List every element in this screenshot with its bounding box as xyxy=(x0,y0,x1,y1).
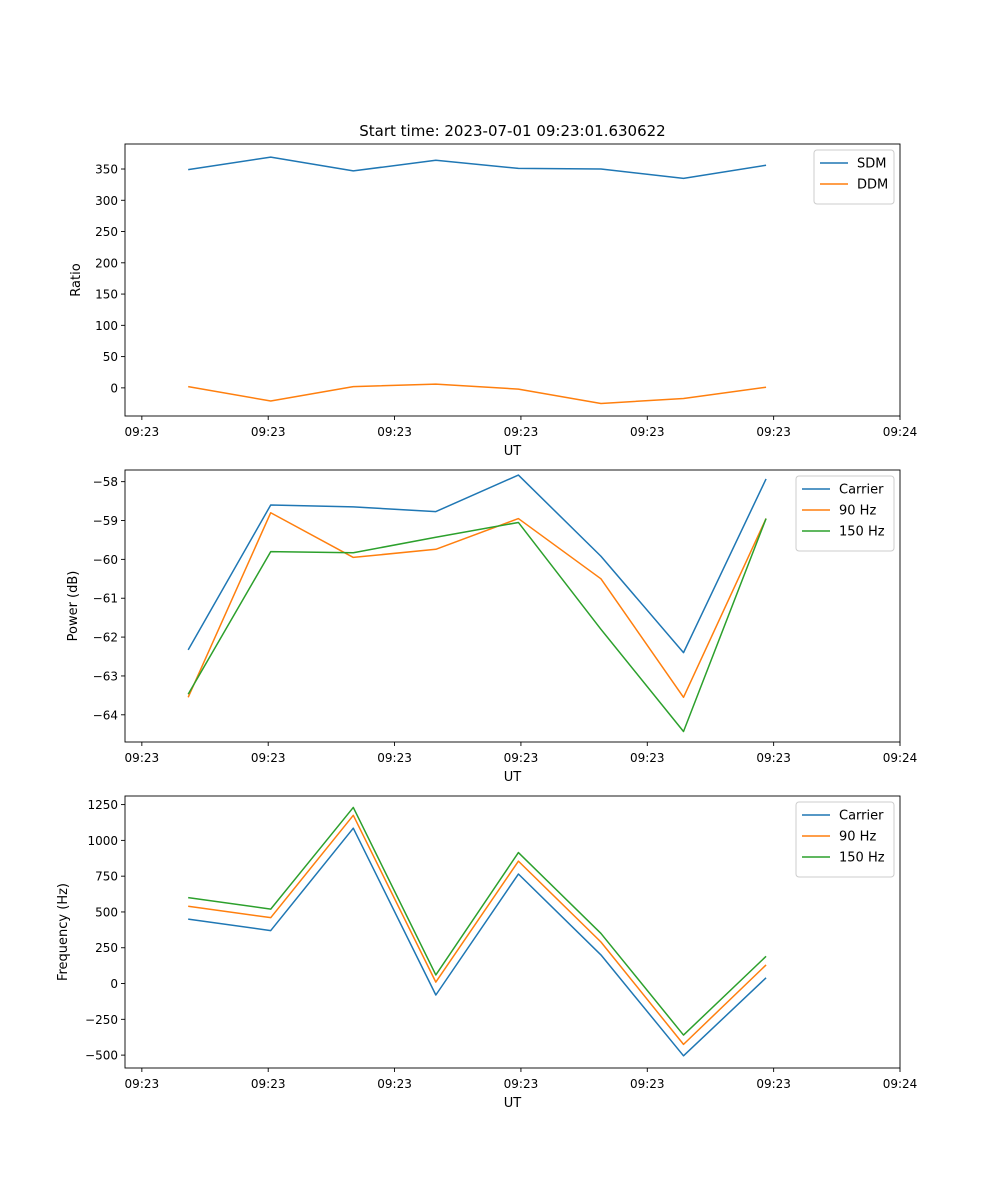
legend-box-power xyxy=(795,475,895,552)
y-tick-label-ratio-0: 0 xyxy=(110,381,118,395)
x-tick-label-ratio-6: 09:24 xyxy=(883,425,918,439)
x-tick-label-ratio-2: 09:23 xyxy=(377,425,412,439)
x-tick-label-frequency-3: 09:23 xyxy=(504,1077,539,1091)
x-tick-label-power-3: 09:23 xyxy=(504,751,539,765)
axes-frame-frequency xyxy=(124,795,901,1069)
y-axis-label-frequency: Frequency (Hz) xyxy=(56,883,71,981)
series-line-power-1 xyxy=(187,511,767,699)
y-tick-label-ratio-1: 50 xyxy=(103,350,118,364)
x-tick-label-ratio-3: 09:23 xyxy=(504,425,539,439)
series-line-frequency-0 xyxy=(188,827,767,1057)
x-tick-label-power-5: 09:23 xyxy=(756,751,791,765)
y-axis-label-ratio: Ratio xyxy=(69,263,84,296)
legend-label-power-2: 150 Hz xyxy=(839,525,885,540)
x-tick-label-ratio-5: 09:23 xyxy=(756,425,791,439)
legend-ratio: SDM DDM xyxy=(813,149,895,205)
x-tick-label-frequency-2: 09:23 xyxy=(377,1077,412,1091)
x-tick-label-power-4: 09:23 xyxy=(630,751,665,765)
series-line-frequency-2 xyxy=(188,806,767,1036)
legend-label-frequency-0: Carrier xyxy=(839,809,884,824)
legend-label-power-1: 90 Hz xyxy=(839,504,876,519)
y-tick-label-frequency-2: 0 xyxy=(110,977,118,991)
y-tick-label-frequency-3: 250 xyxy=(95,941,118,955)
chart-frequency: 09:23 09:23 09:23 09:23 09:23 09:23 09:24 −500 −… xyxy=(56,795,918,1111)
y-tick-label-ratio-2: 100 xyxy=(95,319,118,333)
x-axis-label-power: UT xyxy=(504,770,522,785)
x-tick-label-power-1: 09:23 xyxy=(251,751,286,765)
y-tick-label-ratio-3: 150 xyxy=(95,288,118,302)
legend-label-power-0: Carrier xyxy=(839,483,884,498)
y-tick-label-ratio-4: 200 xyxy=(95,256,118,270)
y-tick-label-power-1: −63 xyxy=(93,669,118,683)
y-tick-label-frequency-6: 1000 xyxy=(87,834,118,848)
y-tick-label-power-4: −60 xyxy=(93,553,118,567)
figure-title: Start time: 2023-07-01 09:23:01.630622 xyxy=(359,122,665,140)
y-tick-label-power-5: −59 xyxy=(93,514,118,528)
legend-label-ratio-0: SDM xyxy=(857,157,886,172)
legend-label-frequency-1: 90 Hz xyxy=(839,830,876,845)
series-line-ratio-0 xyxy=(188,156,767,180)
x-tick-label-frequency-6: 09:24 xyxy=(883,1077,918,1091)
series-line-power-2 xyxy=(187,518,767,733)
y-tick-label-frequency-4: 500 xyxy=(95,905,118,919)
y-tick-label-power-0: −64 xyxy=(93,708,118,722)
axes-frame-power xyxy=(124,469,901,743)
y-tick-label-ratio-5: 250 xyxy=(95,225,118,239)
y-tick-label-power-3: −61 xyxy=(93,592,118,606)
legend-label-frequency-2: 150 Hz xyxy=(839,851,885,866)
legend-box-frequency xyxy=(795,801,895,878)
x-axis-label-frequency: UT xyxy=(504,1096,522,1111)
chart-ratio: 09:23 09:23 09:23 09:23 09:23 09:23 09:24 0 50 10… xyxy=(69,143,918,459)
x-tick-label-frequency-5: 09:23 xyxy=(756,1077,791,1091)
x-tick-label-ratio-0: 09:23 xyxy=(125,425,160,439)
x-tick-label-power-6: 09:24 xyxy=(883,751,918,765)
axes-frame-ratio xyxy=(124,143,901,417)
x-tick-label-ratio-4: 09:23 xyxy=(630,425,665,439)
y-tick-label-ratio-7: 350 xyxy=(95,163,118,177)
series-line-power-0 xyxy=(187,474,767,654)
y-axis-label-power: Power (dB) xyxy=(66,571,81,642)
legend-label-ratio-1: DDM xyxy=(857,178,888,193)
chart-power: 09:23 09:23 09:23 09:23 09:23 09:23 09:24 −64 −6… xyxy=(66,469,918,785)
x-tick-label-power-0: 09:23 xyxy=(125,751,160,765)
x-axis-label-ratio: UT xyxy=(504,444,522,459)
x-tick-label-frequency-4: 09:23 xyxy=(630,1077,665,1091)
x-tick-label-ratio-1: 09:23 xyxy=(251,425,286,439)
x-tick-label-power-2: 09:23 xyxy=(377,751,412,765)
series-line-ratio-1 xyxy=(188,383,767,405)
y-tick-label-frequency-5: 750 xyxy=(95,870,118,884)
y-tick-label-frequency-1: −250 xyxy=(85,1013,118,1027)
y-tick-label-ratio-6: 300 xyxy=(95,194,118,208)
x-tick-label-frequency-0: 09:23 xyxy=(125,1077,160,1091)
legend-frequency: Carrier 90 Hz 150 Hz xyxy=(795,801,895,878)
y-tick-label-frequency-7: 1250 xyxy=(87,798,118,812)
series-line-frequency-1 xyxy=(188,814,767,1046)
y-tick-label-frequency-0: −500 xyxy=(85,1049,118,1063)
x-tick-label-frequency-1: 09:23 xyxy=(251,1077,286,1091)
y-tick-label-power-6: −58 xyxy=(93,475,118,489)
y-tick-label-power-2: −62 xyxy=(93,631,118,645)
legend-power: Carrier 90 Hz 150 Hz xyxy=(795,475,895,552)
